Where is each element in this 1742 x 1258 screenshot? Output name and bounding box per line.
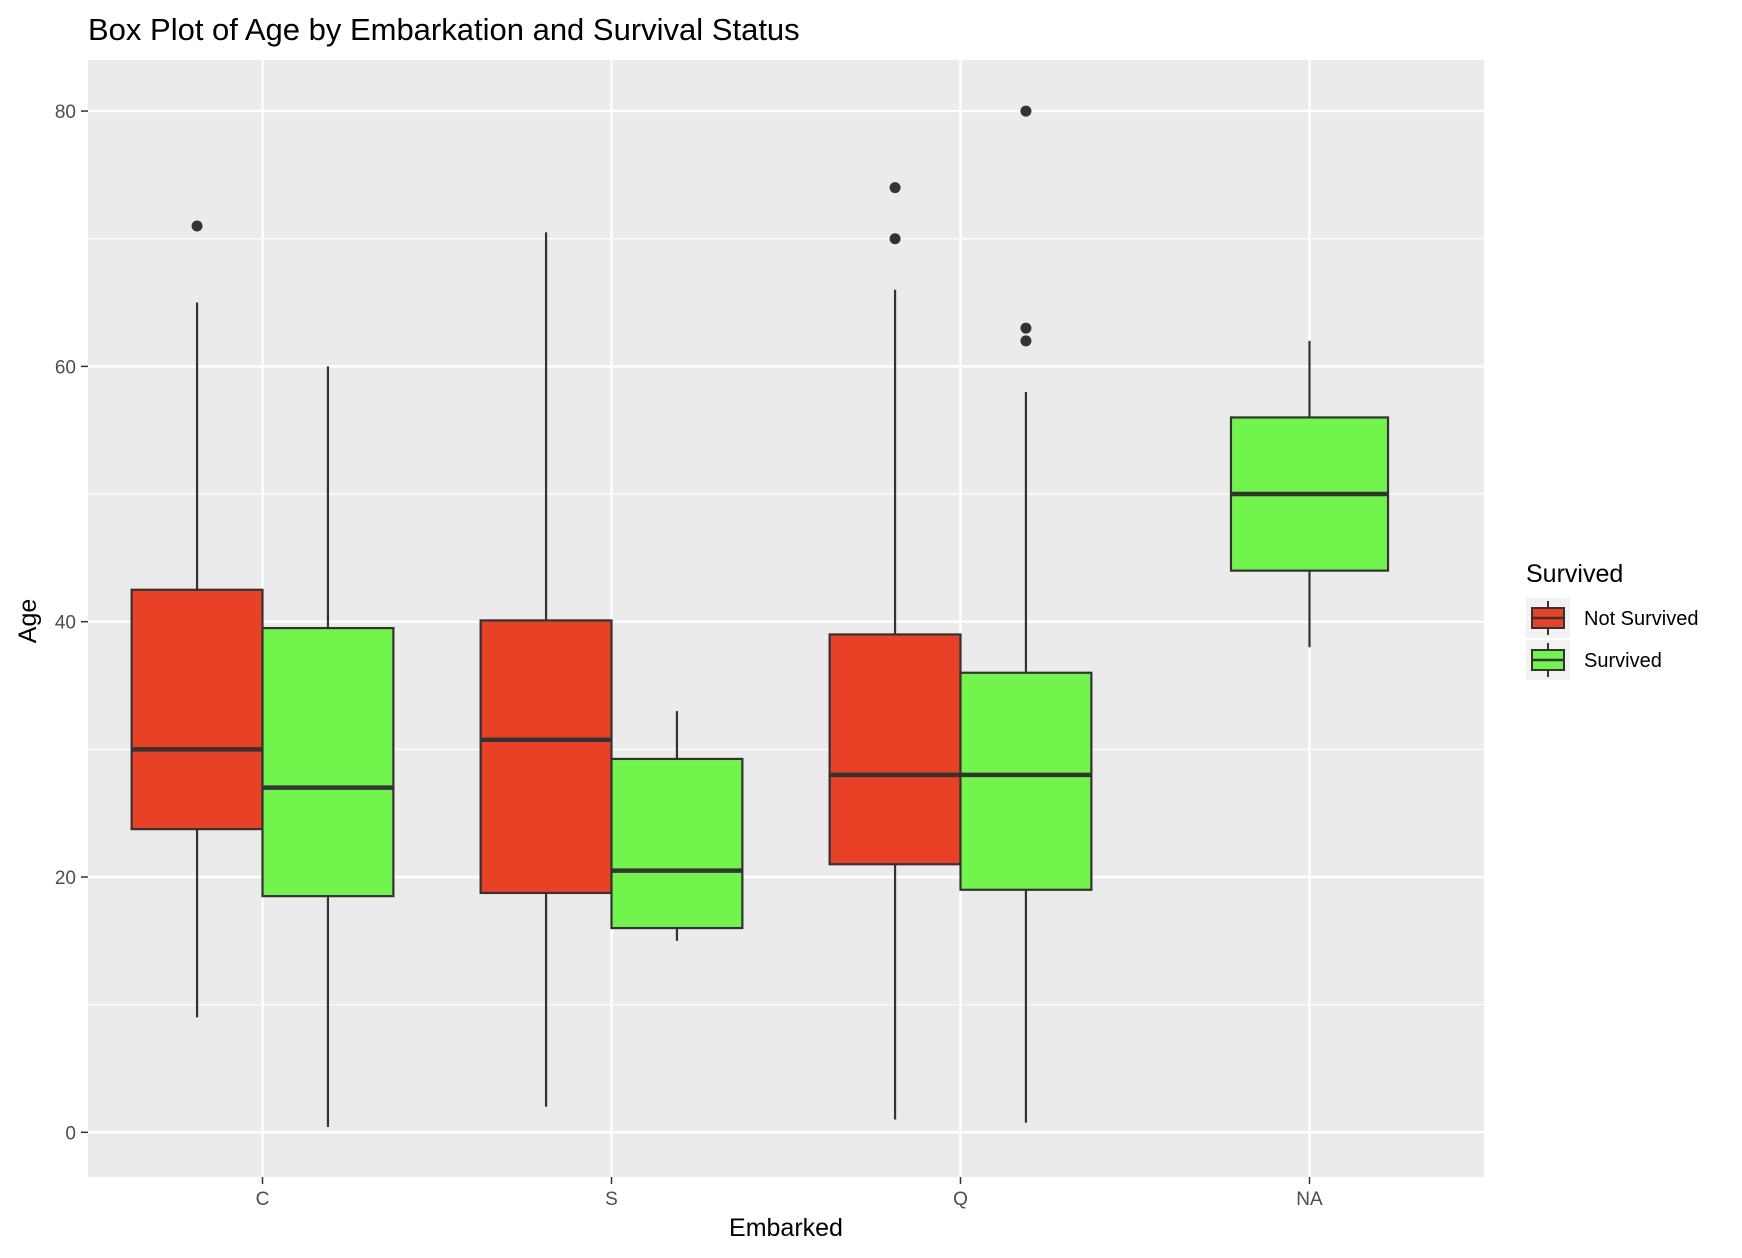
- legend-key-survived: [1526, 640, 1570, 680]
- legend-label: Not Survived: [1584, 608, 1699, 630]
- box-not-survived-Q: [828, 182, 962, 1120]
- box-plot-marks: [130, 105, 1390, 1127]
- outlier-point: [191, 220, 203, 232]
- plot-panel: [88, 60, 1484, 1177]
- iqr-box: [610, 757, 744, 930]
- iqr-box: [959, 671, 1093, 891]
- y-tick-label: 60: [55, 357, 76, 378]
- x-tick-label: S: [605, 1189, 618, 1210]
- box-survived-NA: [1229, 340, 1390, 648]
- iqr-box: [828, 633, 962, 866]
- iqr-box: [261, 626, 395, 898]
- legend-title: Survived: [1526, 560, 1623, 588]
- iqr-box: [130, 588, 264, 831]
- x-tick-label: NA: [1296, 1189, 1323, 1210]
- y-tick-label: 20: [55, 868, 76, 889]
- x-tick-label: Q: [953, 1189, 968, 1210]
- x-tick-label: C: [256, 1189, 270, 1210]
- outlier-point: [1020, 335, 1032, 347]
- y-tick-label: 40: [55, 613, 76, 634]
- chart-title: Box Plot of Age by Embarkation and Survi…: [88, 12, 800, 47]
- outlier-point: [1020, 105, 1032, 117]
- y-tick-label: 80: [55, 102, 76, 123]
- x-axis-title: Embarked: [729, 1214, 843, 1242]
- y-tick-label: 0: [65, 1123, 76, 1144]
- iqr-box: [479, 619, 613, 895]
- box-not-survived-S: [479, 232, 613, 1107]
- box-survived-S: [610, 711, 744, 941]
- box-survived-Q: [959, 105, 1093, 1123]
- y-axis-ticks: 0 20 40 60 80: [55, 102, 88, 1144]
- legend: Survived Not Survived Survived: [1526, 560, 1699, 680]
- legend-label: Survived: [1584, 650, 1662, 672]
- outlier-point: [889, 233, 901, 245]
- outlier-point: [1020, 322, 1032, 334]
- box-survived-C: [261, 366, 395, 1127]
- outlier-point: [889, 182, 901, 194]
- x-axis-ticks: C S Q NA: [256, 1177, 1323, 1210]
- legend-key-not-survived: [1526, 598, 1570, 638]
- y-axis-title: Age: [14, 599, 42, 643]
- box-not-survived-C: [130, 220, 264, 1018]
